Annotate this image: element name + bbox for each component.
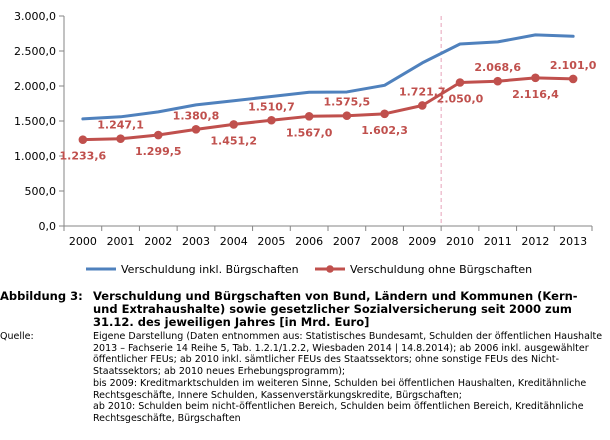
series-line-1	[81, 33, 575, 121]
source-line: Rechtsgeschäfte, Bürgschaften	[93, 412, 241, 424]
source-text: Eigene Darstellung (Daten entnommen aus:…	[93, 331, 610, 425]
series-2-point	[78, 135, 88, 144]
y-tick-label: 0,0	[39, 220, 57, 233]
x-tick-label: 2008	[371, 235, 399, 248]
source-line: öffentlicher FEUs; ab 2010 inkl. sämtlic…	[93, 354, 560, 366]
y-tick-label: 2.500,0	[14, 45, 56, 58]
y-tick-label: 1.000,0	[14, 150, 56, 163]
series-2-point	[229, 120, 239, 129]
data-label: 1.510,7	[248, 100, 295, 113]
data-label: 1.247,1	[97, 119, 144, 132]
x-tick-label: 2001	[107, 235, 135, 248]
data-label: 1.602,3	[361, 124, 408, 137]
caption-title-row: Abbildung 3: Verschuldung und Bürgschaft…	[0, 290, 610, 329]
x-tick-label: 2002	[144, 235, 172, 248]
series-2-point	[342, 111, 352, 121]
series-2-point	[380, 109, 389, 119]
source-line: Rechtsgeschäfte, Innere Schulden, Kassen…	[93, 389, 463, 401]
line-chart: 0,0 500,0 1.000,0 1.500,0 2.000,0 2.500,0 3.00…	[14, 10, 597, 276]
series-2-point	[493, 76, 503, 86]
source-label: Quelle:	[0, 331, 34, 342]
x-tick-label: 2012	[521, 235, 549, 248]
series-2-point	[455, 78, 465, 87]
series-2-point	[116, 134, 125, 144]
x-tick-label: 2010	[446, 235, 474, 248]
data-label: 1.575,5	[324, 96, 371, 109]
series-2-point	[531, 73, 540, 83]
x-tick-label: 2000	[69, 235, 97, 248]
data-label: 1.451,2	[210, 134, 257, 147]
series-2-point	[568, 74, 578, 84]
data-label: 2.050,0	[437, 93, 484, 106]
data-label: 2.068,6	[474, 61, 521, 74]
x-tick-label: 2004	[220, 235, 248, 248]
data-label: 2.101,0	[550, 59, 597, 72]
series-line-2	[81, 76, 575, 142]
caption-source-row: Quelle: Eigene Darstellung (Daten entnom…	[0, 331, 610, 425]
series-2-point	[417, 101, 427, 110]
data-label: 1.233,6	[60, 150, 107, 163]
legend-marker-2	[326, 265, 334, 273]
data-label: 1.380,8	[173, 109, 220, 122]
y-tick-label: 1.500,0	[14, 115, 56, 128]
x-tick-label: 2006	[295, 235, 323, 248]
y-tick-label: 500,0	[25, 185, 57, 198]
series-2-point	[153, 130, 163, 140]
x-tick-label: 2011	[484, 235, 512, 248]
series-2-point	[304, 112, 314, 121]
source-line: ab 2010: Schulden beim nicht-öffentliche…	[93, 401, 584, 413]
caption-label: Abbildung 3:	[0, 289, 83, 303]
x-tick-label: 2013	[559, 235, 587, 248]
y-tick-label: 2.000,0	[14, 80, 56, 93]
figure-caption: Abbildung 3: Verschuldung und Bürgschaft…	[0, 290, 610, 425]
legend-label: Verschuldung inkl. Bürgschaften	[121, 263, 299, 276]
series-2-point	[267, 115, 276, 125]
data-label: 2.116,4	[512, 88, 559, 101]
y-tick-label: 3.000,0	[14, 10, 56, 23]
x-tick-label: 2007	[333, 235, 361, 248]
data-label: 1.299,5	[135, 145, 182, 158]
source-line: Staatssektors; ab 2010 neues Erhebungspr…	[93, 366, 346, 378]
source-line: Eigene Darstellung (Daten entnommen aus:…	[93, 331, 603, 342]
source-line: 2013 – Fachserie 14 Reihe 5, Tab. 1.2.1/…	[93, 342, 589, 354]
x-tick-label: 2005	[257, 235, 285, 248]
legend-label: Verschuldung ohne Bürgschaften	[350, 263, 532, 276]
data-label: 1.567,0	[286, 126, 333, 139]
caption-title: Verschuldung und Bürgschaften von Bund, …	[93, 289, 578, 329]
x-tick-label: 2003	[182, 235, 210, 248]
chart-area: 0,0 500,0 1.000,0 1.500,0 2.000,0 2.500,0 3.00…	[14, 10, 597, 276]
series-2-point	[191, 125, 201, 134]
x-tick-label: 2009	[408, 235, 436, 248]
source-line: bis 2009: Kreditmarktschulden im weitere…	[93, 377, 587, 389]
data-label: 1.721,7	[399, 85, 446, 98]
